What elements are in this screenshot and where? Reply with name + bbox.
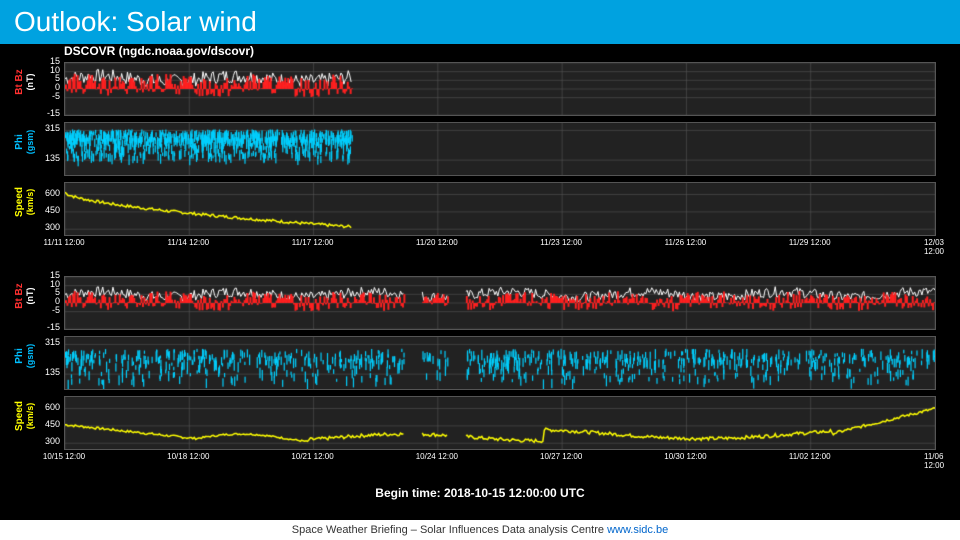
panel-btbz-1 [64,62,936,116]
chart-canvas [65,397,935,449]
y-label: Bt Bz(nT) [14,270,35,322]
chart-canvas [65,277,935,329]
page-title: Outlook: Solar wind [14,6,257,37]
panel-btbz-2 [64,276,936,330]
plot-subtitle: DSCOVR (ngdc.noaa.gov/dscovr) [64,44,254,58]
y-label: Phi(gsm) [14,330,35,382]
chart-canvas [65,63,935,115]
plot-area: DSCOVR (ngdc.noaa.gov/dscovr) -15-505101… [0,44,960,520]
footer-link[interactable]: www.sidc.be [607,524,668,536]
panel-phi-2 [64,336,936,390]
y-label: Phi(gsm) [14,116,35,168]
footer-text: Space Weather Briefing – Solar Influence… [292,524,607,536]
panel-speed-2 [64,396,936,450]
chart-canvas [65,123,935,175]
footer: Space Weather Briefing – Solar Influence… [0,522,960,538]
y-label: Bt Bz(nT) [14,56,35,108]
chart-canvas [65,183,935,235]
y-label: Speed(km/s) [14,390,35,442]
y-label: Speed(km/s) [14,176,35,228]
begin-time-label: Begin time: 2018-10-15 12:00:00 UTC [0,486,960,500]
title-bar: Outlook: Solar wind [0,0,960,44]
panel-phi-1 [64,122,936,176]
panel-speed-1 [64,182,936,236]
chart-canvas [65,337,935,389]
